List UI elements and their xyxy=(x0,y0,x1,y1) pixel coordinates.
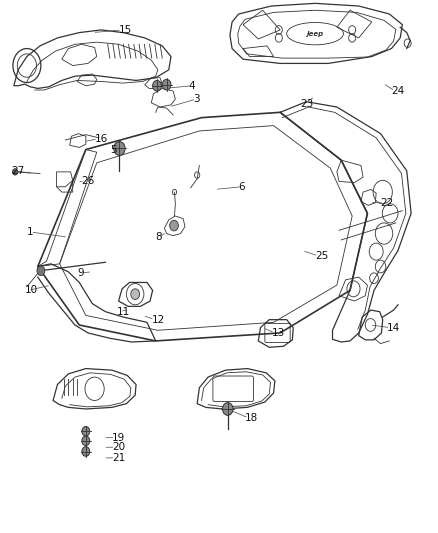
Text: Jeep: Jeep xyxy=(307,31,324,37)
Text: 27: 27 xyxy=(12,166,25,176)
Text: 9: 9 xyxy=(77,268,84,278)
Text: 18: 18 xyxy=(245,413,258,423)
Circle shape xyxy=(162,79,171,90)
Text: 3: 3 xyxy=(193,94,199,104)
Circle shape xyxy=(131,289,140,300)
Circle shape xyxy=(82,436,90,446)
Circle shape xyxy=(152,80,161,91)
Circle shape xyxy=(37,266,45,276)
Text: 20: 20 xyxy=(112,442,125,452)
Text: 24: 24 xyxy=(392,86,405,96)
Text: 10: 10 xyxy=(25,286,38,295)
Text: 4: 4 xyxy=(188,81,195,91)
Circle shape xyxy=(12,168,18,175)
Circle shape xyxy=(114,142,125,156)
Text: 16: 16 xyxy=(95,134,108,144)
Circle shape xyxy=(223,402,233,415)
Text: 8: 8 xyxy=(155,232,162,243)
Text: 26: 26 xyxy=(81,176,95,187)
Text: 11: 11 xyxy=(117,306,130,317)
Text: 1: 1 xyxy=(27,227,34,237)
Text: 21: 21 xyxy=(112,453,125,463)
Text: 13: 13 xyxy=(272,328,285,338)
Text: 14: 14 xyxy=(387,322,400,333)
Text: 23: 23 xyxy=(300,99,313,109)
Text: 25: 25 xyxy=(315,251,328,261)
Text: 19: 19 xyxy=(112,433,125,443)
Circle shape xyxy=(170,220,178,231)
Text: 5: 5 xyxy=(110,144,117,155)
Circle shape xyxy=(82,447,90,456)
Text: 15: 15 xyxy=(119,25,132,35)
Text: 12: 12 xyxy=(151,314,165,325)
Text: 22: 22 xyxy=(381,198,394,208)
Circle shape xyxy=(82,426,90,436)
Text: 6: 6 xyxy=(239,182,245,192)
